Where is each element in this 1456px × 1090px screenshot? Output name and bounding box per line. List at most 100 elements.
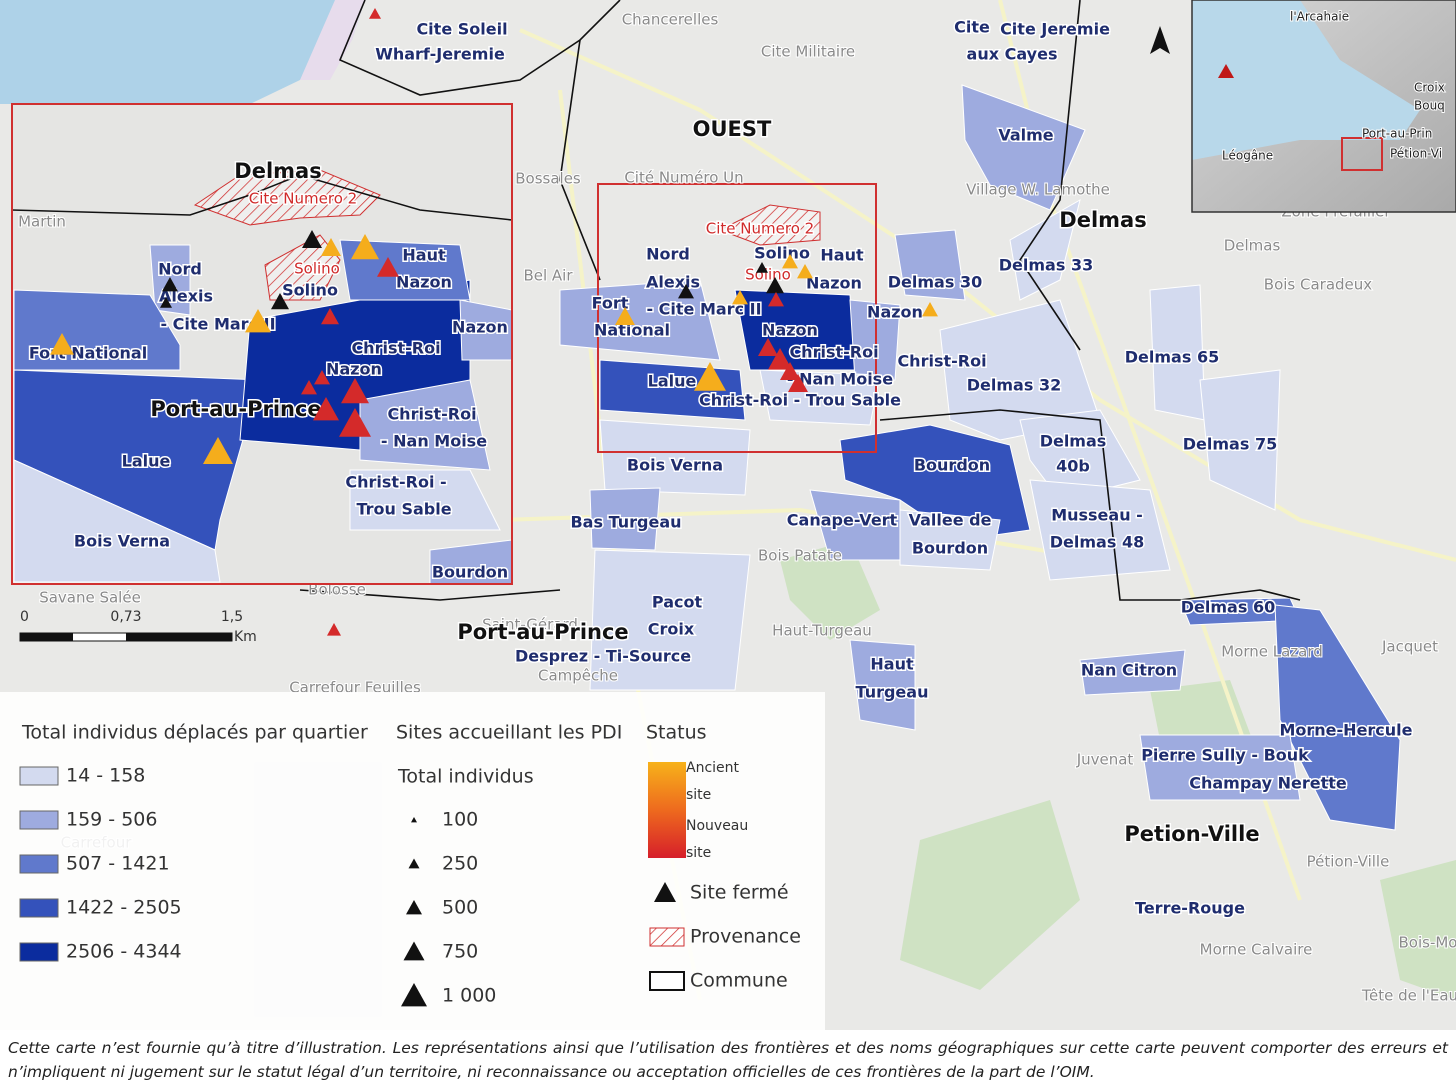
legend-text: 159 - 506 bbox=[66, 809, 157, 831]
overview-label: Pétion-Vi bbox=[1390, 147, 1442, 161]
closed-icon bbox=[654, 882, 676, 902]
scale-label: 0 bbox=[20, 609, 29, 625]
map-label: Vallee de bbox=[909, 511, 992, 530]
map-label: Pierre Sully - Bouk bbox=[1141, 746, 1309, 765]
overview-label: Croix bbox=[1414, 81, 1445, 95]
site-marker bbox=[160, 297, 172, 308]
legend-size-icon bbox=[401, 983, 427, 1007]
map-label: Pétion-Ville bbox=[1307, 853, 1390, 871]
map-label: Campêche bbox=[538, 667, 618, 685]
site-marker bbox=[302, 230, 322, 248]
legend-size-icon bbox=[411, 817, 417, 823]
map-label: Cite Numero 2 bbox=[249, 190, 357, 208]
legend-text: Total individus bbox=[397, 766, 534, 788]
map-label: Bois Patate bbox=[758, 547, 842, 565]
legend-text: 500 bbox=[442, 897, 478, 919]
overview-border bbox=[1191, 0, 1456, 213]
site-marker bbox=[271, 293, 289, 310]
site-marker bbox=[678, 284, 694, 299]
map-label: Delmas bbox=[1224, 237, 1281, 255]
legend-text: Sites accueillant les PDI bbox=[396, 722, 622, 744]
overview-label: Port-au-Prin bbox=[1362, 127, 1432, 141]
map-label: Nord bbox=[158, 260, 202, 279]
map-label: Cite Militaire bbox=[761, 43, 855, 61]
map: Cite Soleil Wharf-Jeremie Cite Cite Jeremie… bbox=[0, 0, 1456, 1030]
map-label: Nazon bbox=[762, 321, 818, 340]
map-label: Terre-Rouge bbox=[1135, 899, 1245, 918]
map-label: Nazon bbox=[396, 273, 452, 292]
map-label: Bossales bbox=[515, 170, 581, 188]
districts bbox=[559, 84, 1401, 831]
provenance-icon bbox=[649, 927, 685, 947]
legend-text: site bbox=[686, 787, 711, 803]
legend: Total individus déplacés par quartier 14 … bbox=[0, 692, 825, 1030]
map-label: Wharf-Jeremie bbox=[375, 45, 505, 64]
map-label: Solino bbox=[294, 260, 340, 278]
map-label: - Nan Moise bbox=[381, 432, 487, 451]
map-label: Desprez - Ti-Source bbox=[515, 647, 691, 666]
map-label: Jacquet bbox=[1381, 638, 1438, 656]
scale-label: 0,73 bbox=[110, 609, 141, 625]
site-marker bbox=[766, 277, 784, 294]
map-label: Juvenat bbox=[1076, 751, 1134, 769]
legend-size-icon bbox=[408, 858, 420, 869]
site-marker bbox=[321, 308, 339, 325]
map-label: Haut bbox=[870, 655, 914, 674]
site-marker bbox=[756, 262, 768, 273]
site-marker bbox=[339, 408, 371, 437]
site-marker bbox=[369, 8, 381, 19]
map-label: Delmas 32 bbox=[967, 376, 1061, 395]
map-label: Delmas 48 bbox=[1050, 533, 1144, 552]
site-marker bbox=[162, 277, 178, 292]
map-label: Bas Turgeau bbox=[570, 513, 681, 532]
map-label: Tête de l'Eau bbox=[1361, 987, 1456, 1005]
commune-line bbox=[1019, 0, 1081, 351]
map-label: Bel Air bbox=[523, 267, 573, 285]
map-label: Haut bbox=[820, 246, 864, 265]
zoom-frame bbox=[597, 183, 877, 453]
commune-line bbox=[338, 0, 621, 96]
overview-marker bbox=[1218, 64, 1234, 78]
legend-text: Site fermé bbox=[690, 882, 789, 904]
commune-icon bbox=[649, 971, 685, 991]
commune-line bbox=[559, 39, 601, 281]
map-label: Bourdon bbox=[432, 563, 508, 582]
map-label: Fort bbox=[592, 294, 629, 313]
map-label: Nazon bbox=[326, 360, 382, 379]
legend-text: 250 bbox=[442, 853, 478, 875]
site-marker bbox=[768, 348, 792, 370]
map-label: Christ-Roi bbox=[351, 339, 440, 358]
site-marker bbox=[314, 370, 330, 385]
district bbox=[193, 169, 381, 226]
map-label: Morne-Hercule bbox=[1279, 721, 1412, 740]
map-label: aux Cayes bbox=[967, 45, 1058, 64]
overview-label: l'Arcahaie bbox=[1290, 10, 1349, 24]
site-marker bbox=[301, 380, 317, 395]
map-label: Christ-Roi bbox=[387, 405, 476, 424]
scale-unit: Km bbox=[234, 629, 257, 645]
overview-labels: l'Arcahaie Croix Bouq Port-au-Prin Pétion-Vi… bbox=[1221, 9, 1446, 164]
site-marker bbox=[327, 623, 341, 636]
site-marker bbox=[377, 257, 399, 277]
map-label: Cite bbox=[954, 18, 990, 37]
map-label: Nord bbox=[646, 245, 690, 264]
legend-text: Total individus déplacés par quartier bbox=[21, 722, 368, 744]
legend-text: Ancient bbox=[686, 760, 740, 776]
legend-text: Provenance bbox=[690, 926, 801, 948]
map-label: Christ-Roi bbox=[789, 343, 878, 362]
map-label: Haut-Turgeau bbox=[772, 622, 872, 640]
map-label: Bourdon bbox=[912, 539, 988, 558]
scale-label: 1,5 bbox=[221, 609, 243, 625]
district bbox=[599, 419, 751, 496]
map-label: Delmas 30 bbox=[888, 273, 982, 292]
map-label: Petion-Ville bbox=[1124, 822, 1259, 846]
map-label: National bbox=[594, 321, 670, 340]
status-gradient bbox=[648, 762, 686, 858]
legend-text: Nouveau bbox=[686, 818, 748, 834]
map-label: Delmas 65 bbox=[1125, 348, 1219, 367]
map-label: Croix bbox=[648, 620, 695, 639]
legend-text: Commune bbox=[690, 970, 788, 992]
map-label: Trou Sable bbox=[356, 500, 451, 519]
green-area bbox=[780, 540, 880, 640]
map-label: Solino bbox=[282, 281, 338, 300]
